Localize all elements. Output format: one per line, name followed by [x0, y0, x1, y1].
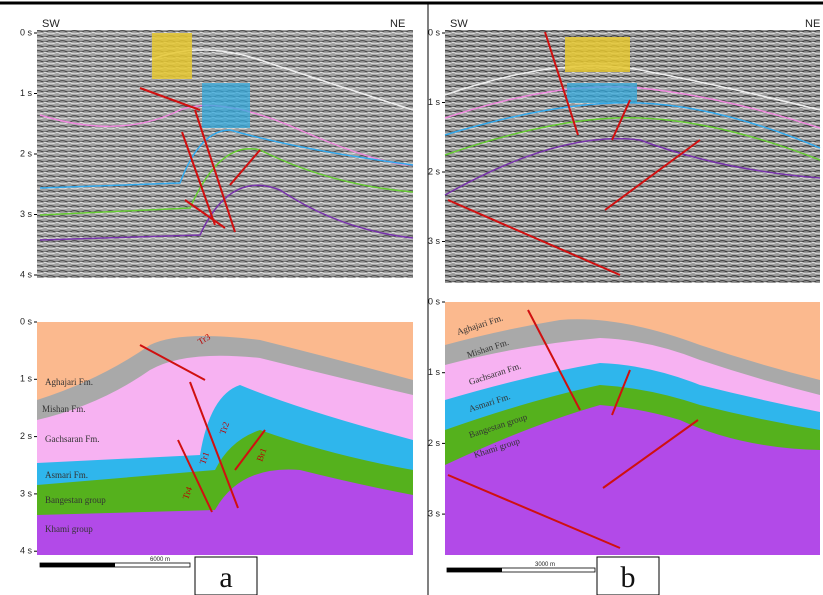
dir-left: SW: [450, 18, 468, 30]
dir-left: SW: [42, 18, 60, 30]
y-tick-label: 3 s: [428, 236, 441, 246]
formation-label: Gachsaran Fm.: [45, 434, 99, 444]
section-b: 0 s1 s2 s3 s Aghajari Fm.Mishan Fm.Gachs…: [428, 296, 820, 595]
y-tick-label: 3 s: [428, 508, 441, 518]
panel-label: b: [621, 561, 636, 594]
seismic-b: SW NE 0 s 1 s 2 s 3 s: [428, 18, 820, 283]
formation-label: Khami group: [45, 524, 93, 534]
y-tick-label: 1 s: [428, 367, 441, 377]
formation-label: Aghajari Fm.: [45, 377, 93, 387]
scale-label: 3000 m: [535, 562, 555, 568]
y-tick-label: 2 s: [20, 431, 33, 441]
y-tick-label: 3 s: [20, 488, 33, 498]
seismic-a: SW NE 0 s 1 s 2 s 3 s 4 s: [20, 18, 413, 279]
y-tick-label: 1 s: [20, 374, 33, 384]
formation-label: Asmari Fm.: [45, 470, 88, 480]
figure: SW NE 0 s 1 s 2 s 3 s 4 s SW NE 0 s 1 s 2 s 3 s…: [0, 0, 823, 595]
y-tick-label: 2 s: [428, 438, 441, 448]
y-tick-label: 1 s: [20, 88, 33, 98]
y-tick-label: 0 s: [20, 27, 33, 37]
panel-label: a: [219, 561, 232, 594]
y-tick-label: 4 s: [20, 269, 33, 279]
y-tick-label: 0 s: [20, 316, 33, 326]
y-tick-label: 2 s: [428, 166, 441, 176]
formation-label: Bangestan group: [45, 495, 106, 505]
y-tick-label: 4 s: [20, 546, 33, 556]
y-tick-label: 3 s: [20, 209, 33, 219]
y-tick-label: 1 s: [428, 97, 441, 107]
section-a: 0 s 1 s 2 s 3 s 4 s Aghajari Fm. Mishan Fm. Ga…: [20, 316, 413, 595]
scale-label: 6000 m: [150, 557, 170, 563]
y-tick-label: 0 s: [428, 27, 441, 37]
formation-label: Mishan Fm.: [42, 404, 86, 414]
y-tick-label: 0 s: [428, 296, 441, 306]
dir-right: NE: [805, 18, 820, 30]
y-tick-label: 2 s: [20, 148, 33, 158]
dir-right: NE: [390, 18, 405, 30]
